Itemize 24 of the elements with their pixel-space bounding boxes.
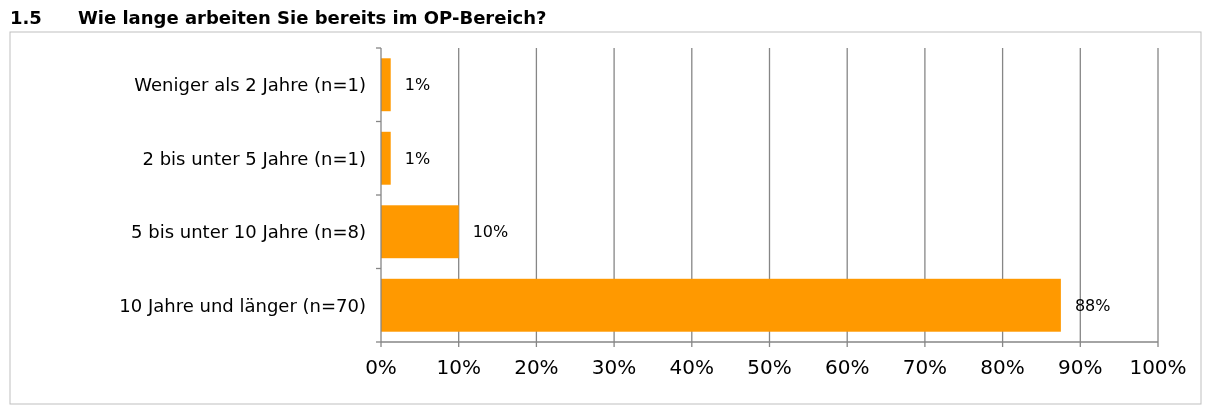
y-tick-label: 2 bis unter 5 Jahre (n=1) [142,147,366,169]
data-label: 10% [472,222,509,242]
bar [381,205,459,259]
y-tick-label: Weniger als 2 Jahre (n=1) [134,74,366,96]
x-tick-label: 40% [669,355,715,379]
data-label: 88% [1074,295,1111,315]
x-tick-label: 80% [980,355,1025,379]
chart-title: 1.5 Wie lange arbeiten Sie bereits im OP-Bereich? [10,7,547,28]
y-tick-label: 5 bis unter 10 Jahre (n=8) [131,221,366,243]
bar [381,278,1061,332]
x-tick-label: 70% [902,355,948,379]
y-tick-label: 10 Jahre und länger (n=70) [119,294,366,316]
x-tick-label: 100% [1129,355,1187,379]
x-tick-label: 90% [1058,355,1103,379]
x-tick-label: 60% [824,355,870,379]
data-label: 1% [404,148,431,168]
x-tick-label: 10% [436,355,481,379]
bar [381,58,391,112]
bar [381,131,391,185]
x-tick-label: 30% [591,355,637,379]
x-tick-label: 20% [514,355,559,379]
data-label: 1% [404,75,431,95]
x-tick-label: 0% [365,355,397,379]
x-tick-label: 50% [747,355,792,379]
